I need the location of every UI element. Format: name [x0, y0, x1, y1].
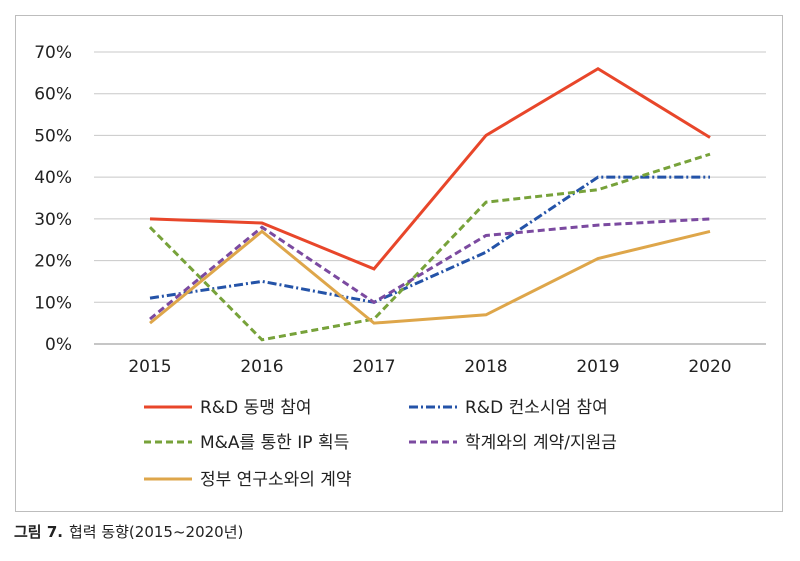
series-line: [148, 152, 711, 342]
legend-item: 정부 연구소와의 계약: [144, 470, 352, 490]
gridlines: [94, 51, 766, 345]
y-tick-label: 0%: [45, 335, 72, 355]
y-tick-label: 70%: [34, 43, 72, 63]
chart-frame: 0% 10% 20% 30% 40% 50% 60% 70% 2015 2016 2017 2018 2…: [15, 15, 783, 512]
y-axis-labels: 0% 10% 20% 30% 40% 50% 60% 70%: [34, 43, 72, 355]
legend-label: 학계와의 계약/지원금: [465, 433, 617, 453]
x-tick-label: 2016: [240, 357, 283, 377]
y-tick-label: 20%: [34, 252, 72, 272]
y-tick-label: 50%: [34, 126, 72, 146]
legend: R&D 동맹 참여 R&D 컨소시엄 참여 M&A를 통한 IP 획득 학계와의 계약…: [144, 398, 617, 490]
legend-label: R&D 컨소시엄 참여: [465, 398, 608, 418]
legend-item: R&D 컨소시엄 참여: [409, 398, 608, 418]
line-chart: 0%10%20%30%40%50%60%70%2015 2016 2017 2018 2…: [34, 43, 766, 490]
x-tick-label: 2018: [464, 357, 507, 377]
series-line: [149, 229, 711, 325]
x-axis-labels: 2015 2016 2017 2018 2019 2020: [128, 357, 731, 377]
x-tick-label: 2015: [128, 357, 171, 377]
legend-label: M&A를 통한 IP 획득: [200, 433, 349, 453]
series-line: [149, 175, 710, 304]
y-tick-label: 30%: [34, 210, 72, 230]
y-tick-label: 60%: [34, 85, 72, 105]
figure-caption-text: 협력 동향(2015~2020년): [68, 523, 244, 541]
series-lines: [148, 66, 711, 342]
legend-item: R&D 동맹 참여: [144, 398, 312, 418]
figure-caption-label: 그림 7.: [14, 523, 63, 541]
series-line: [149, 66, 711, 271]
y-tick-label: 10%: [34, 293, 72, 313]
y-tick-label: 40%: [34, 168, 72, 188]
x-tick-label: 2020: [688, 357, 731, 377]
legend-label: 정부 연구소와의 계약: [200, 470, 352, 490]
figure-caption: 그림 7. 협력 동향(2015~2020년): [14, 521, 243, 542]
legend-label: R&D 동맹 참여: [200, 398, 312, 418]
x-tick-label: 2017: [352, 357, 395, 377]
legend-item: 학계와의 계약/지원금: [409, 433, 617, 453]
x-tick-label: 2019: [576, 357, 619, 377]
series-line: [149, 217, 711, 321]
legend-item: M&A를 통한 IP 획득: [144, 433, 349, 453]
